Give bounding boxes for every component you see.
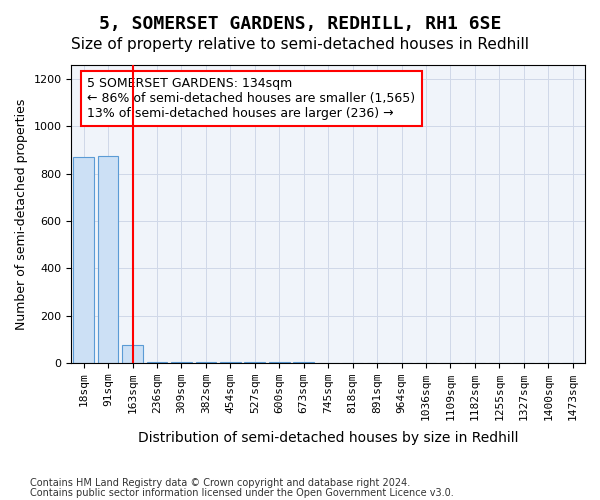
Bar [146,362,167,363]
Bar [171,362,192,363]
Text: 5 SOMERSET GARDENS: 134sqm
← 86% of semi-detached houses are smaller (1,565)
13%: 5 SOMERSET GARDENS: 134sqm ← 86% of semi… [87,77,415,120]
Bar [98,156,118,363]
Text: Contains public sector information licensed under the Open Government Licence v3: Contains public sector information licen… [30,488,454,498]
Text: 5, SOMERSET GARDENS, REDHILL, RH1 6SE: 5, SOMERSET GARDENS, REDHILL, RH1 6SE [99,15,501,33]
X-axis label: Distribution of semi-detached houses by size in Redhill: Distribution of semi-detached houses by … [138,431,518,445]
Text: Size of property relative to semi-detached houses in Redhill: Size of property relative to semi-detach… [71,38,529,52]
Bar [73,157,94,363]
Bar [122,345,143,363]
Text: Contains HM Land Registry data © Crown copyright and database right 2024.: Contains HM Land Registry data © Crown c… [30,478,410,488]
Y-axis label: Number of semi-detached properties: Number of semi-detached properties [15,98,28,330]
